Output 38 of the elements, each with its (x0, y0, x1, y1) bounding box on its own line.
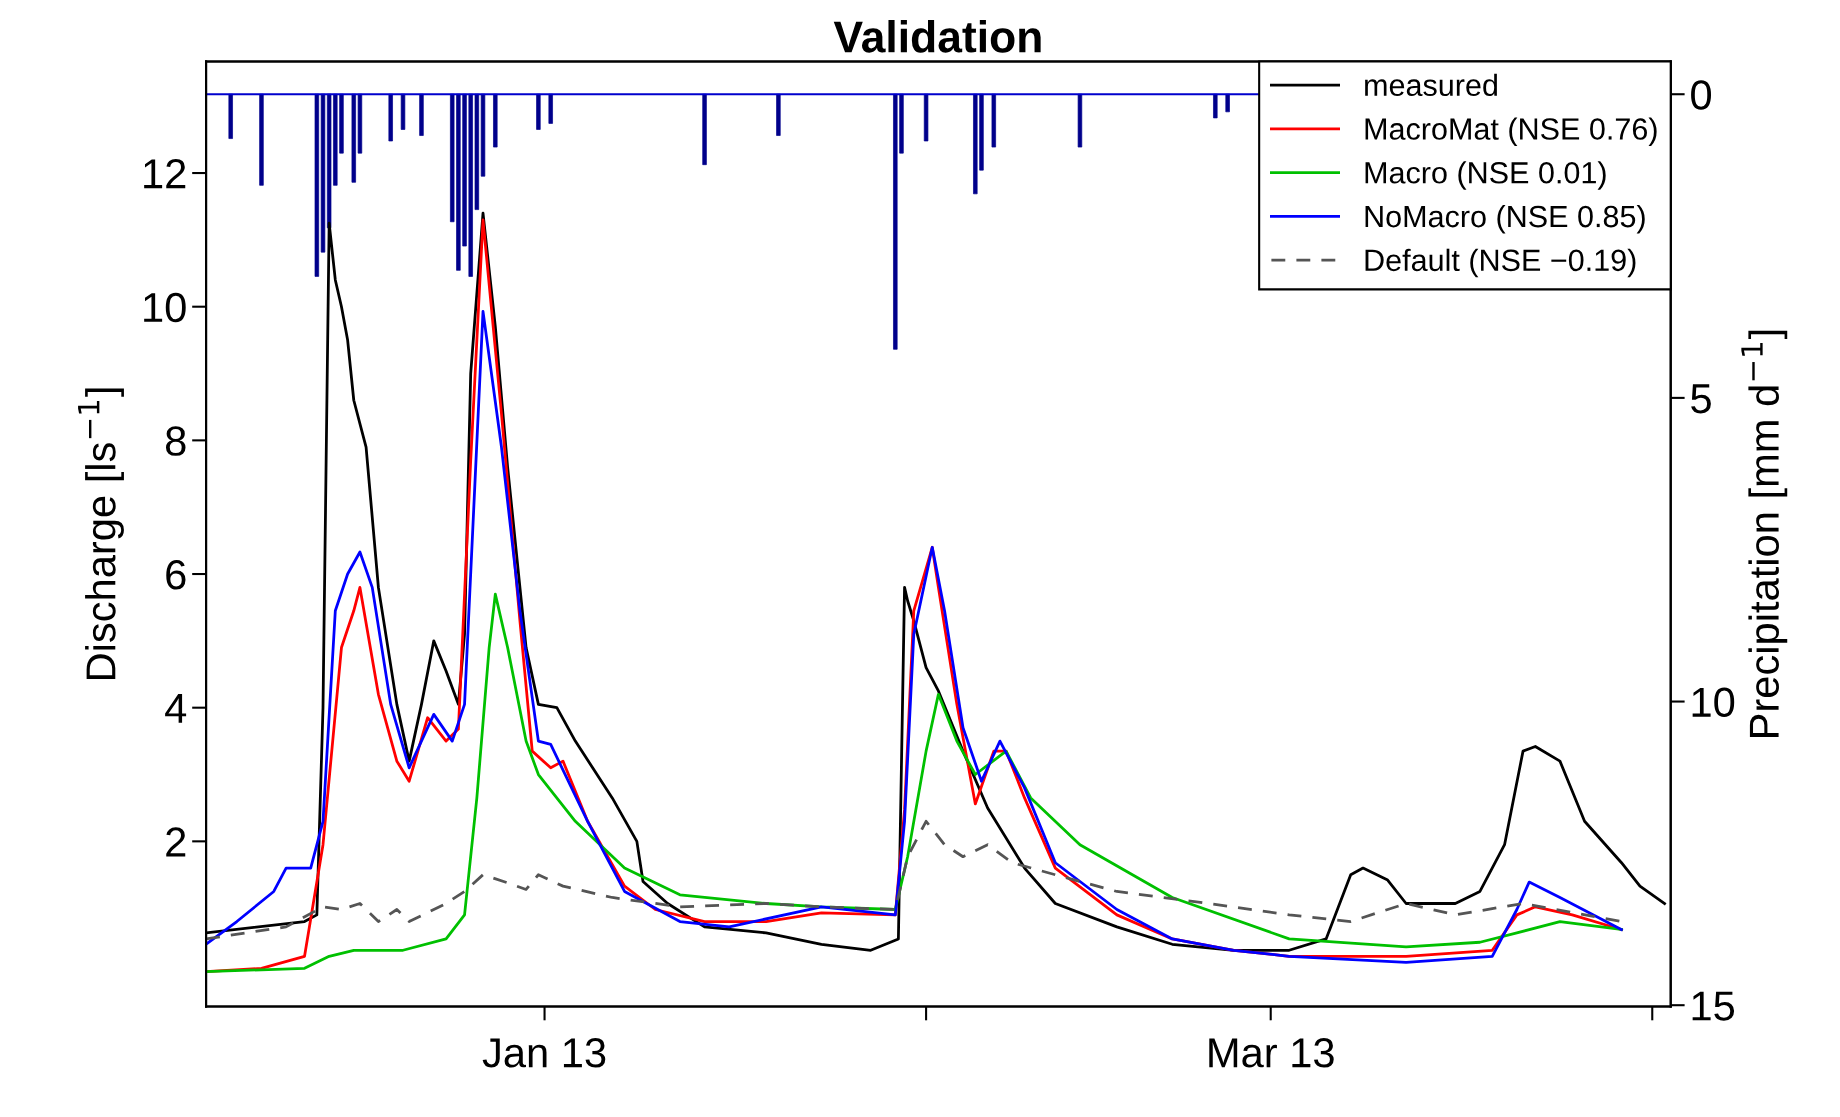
y2-axis-title: Precipitation [mm d$^{−1}$] (1741, 330, 1788, 737)
bar (536, 93, 541, 130)
bar (400, 93, 406, 130)
y-tick-label: 8 (165, 426, 186, 456)
bar (480, 93, 486, 177)
bar (1225, 93, 1230, 113)
y-tick-label: 12 (144, 159, 186, 189)
bar (991, 93, 996, 148)
y-axis-title: Discharge [ls$^{−1}$] (78, 388, 124, 680)
bar (388, 93, 393, 142)
x-tick-label: Jan 13 (482, 1038, 606, 1068)
legend-label: Macro (NSE 0.01) (1365, 161, 1606, 190)
bar (702, 93, 707, 166)
legend-label: MacroMat (NSE 0.76) (1365, 117, 1657, 146)
y-tick-label: 6 (166, 560, 186, 590)
line-series (206, 592, 1623, 974)
legend-label: NoMacro (NSE 0.85) (1365, 204, 1645, 234)
x-tick-label: Mar 13 (1209, 1038, 1334, 1068)
bar (259, 93, 264, 186)
bar (776, 93, 781, 136)
legend-label: Default (NSE −0.19) (1365, 248, 1636, 278)
y2-tick-label: 10 (1692, 687, 1735, 718)
y-tick-label: 4 (165, 694, 187, 723)
legend-label: measured (1365, 73, 1497, 97)
y-tick-label: 2 (166, 827, 186, 857)
y2-tick-label: 0 (1691, 80, 1712, 110)
bar (1077, 93, 1083, 148)
y2-tick-label: 5 (1691, 384, 1711, 414)
bar (419, 93, 424, 136)
bar (1213, 93, 1218, 119)
bar (493, 93, 498, 148)
bar (548, 93, 553, 124)
y-tick-label: 10 (144, 292, 186, 323)
bar (923, 93, 929, 142)
chart-title: Validation (833, 20, 1041, 53)
bar (228, 93, 233, 139)
bar (314, 93, 320, 277)
y2-tick-label: 15 (1692, 991, 1735, 1021)
